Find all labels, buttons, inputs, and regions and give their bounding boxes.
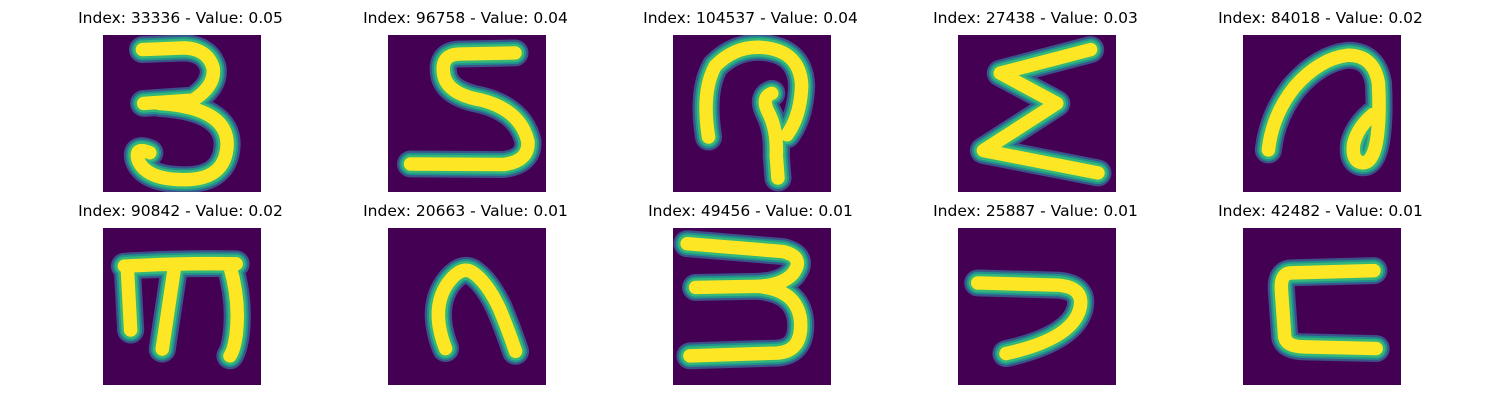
sample-title: Index: 96758 - Value: 0.04 <box>363 9 568 27</box>
sample-title: Index: 104537 - Value: 0.04 <box>643 9 858 27</box>
digit-image <box>388 228 546 385</box>
sample-cell: Index: 42482 - Value: 0.01 <box>1178 193 1463 385</box>
sample-cell: Index: 90842 - Value: 0.02 <box>38 193 323 385</box>
sample-title: Index: 84018 - Value: 0.02 <box>1218 9 1423 27</box>
sample-cell: Index: 96758 - Value: 0.04 <box>323 0 608 192</box>
sample-cell: Index: 84018 - Value: 0.02 <box>1178 0 1463 192</box>
sample-cell: Index: 20663 - Value: 0.01 <box>323 193 608 385</box>
digit-image <box>1243 35 1401 192</box>
digit-image <box>1243 228 1401 385</box>
sample-title: Index: 27438 - Value: 0.03 <box>933 9 1138 27</box>
sample-title: Index: 42482 - Value: 0.01 <box>1218 202 1423 220</box>
digit-image <box>388 35 546 192</box>
sample-title: Index: 90842 - Value: 0.02 <box>78 202 283 220</box>
sample-cell: Index: 27438 - Value: 0.03 <box>893 0 1178 192</box>
sample-title: Index: 25887 - Value: 0.01 <box>933 202 1138 220</box>
digit-image <box>958 228 1116 385</box>
digit-image <box>103 228 261 385</box>
digit-image <box>673 35 831 192</box>
sample-title: Index: 49456 - Value: 0.01 <box>648 202 853 220</box>
sample-title: Index: 20663 - Value: 0.01 <box>363 202 568 220</box>
digit-image <box>103 35 261 192</box>
sample-cell: Index: 104537 - Value: 0.04 <box>608 0 893 192</box>
sample-cell: Index: 25887 - Value: 0.01 <box>893 193 1178 385</box>
sample-cell: Index: 49456 - Value: 0.01 <box>608 193 893 385</box>
digit-image <box>958 35 1116 192</box>
sample-cell: Index: 33336 - Value: 0.05 <box>38 0 323 192</box>
digit-image <box>673 228 831 385</box>
sample-title: Index: 33336 - Value: 0.05 <box>78 9 283 27</box>
